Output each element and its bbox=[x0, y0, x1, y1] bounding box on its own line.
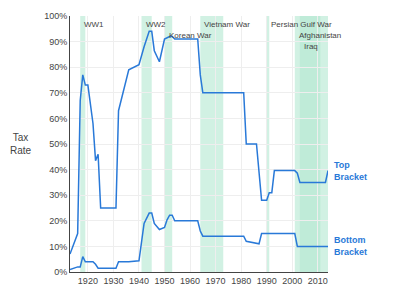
svg-text:60%: 60% bbox=[49, 114, 67, 124]
svg-text:80%: 80% bbox=[49, 62, 67, 72]
svg-text:10%: 10% bbox=[49, 242, 67, 252]
svg-text:1990: 1990 bbox=[257, 276, 277, 286]
svg-text:1960: 1960 bbox=[180, 276, 200, 286]
svg-text:1980: 1980 bbox=[231, 276, 251, 286]
svg-text:Afghanistan: Afghanistan bbox=[299, 31, 341, 40]
svg-text:1920: 1920 bbox=[78, 276, 98, 286]
svg-text:50%: 50% bbox=[49, 139, 67, 149]
svg-text:Iraq: Iraq bbox=[304, 42, 318, 51]
svg-text:TaxRate: TaxRate bbox=[10, 132, 32, 156]
svg-text:40%: 40% bbox=[49, 165, 67, 175]
svg-text:BottomBracket: BottomBracket bbox=[334, 235, 367, 257]
svg-text:30%: 30% bbox=[49, 190, 67, 200]
svg-text:Korean War: Korean War bbox=[169, 31, 212, 40]
svg-text:TopBracket: TopBracket bbox=[334, 160, 367, 182]
svg-text:WW1: WW1 bbox=[84, 20, 104, 29]
svg-text:70%: 70% bbox=[49, 88, 67, 98]
svg-text:100%: 100% bbox=[44, 11, 67, 21]
svg-text:90%: 90% bbox=[49, 37, 67, 47]
svg-text:WW2: WW2 bbox=[146, 20, 166, 29]
svg-text:Persian Gulf War: Persian Gulf War bbox=[271, 20, 332, 29]
svg-text:1970: 1970 bbox=[206, 276, 226, 286]
svg-text:2010: 2010 bbox=[308, 276, 328, 286]
svg-text:1950: 1950 bbox=[154, 276, 174, 286]
svg-text:0%: 0% bbox=[54, 267, 67, 277]
svg-text:1940: 1940 bbox=[129, 276, 149, 286]
svg-text:1930: 1930 bbox=[103, 276, 123, 286]
svg-text:Vietnam War: Vietnam War bbox=[204, 20, 250, 29]
svg-text:2000: 2000 bbox=[282, 276, 302, 286]
svg-text:20%: 20% bbox=[49, 216, 67, 226]
